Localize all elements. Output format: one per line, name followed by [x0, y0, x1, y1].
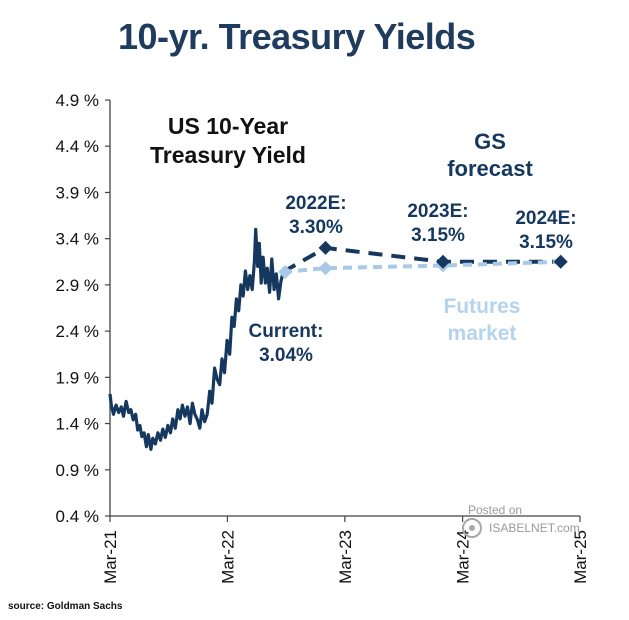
chart-labels: US 10-Year Treasury Yield GS forecast Future…	[150, 113, 577, 366]
gs-point-marker	[435, 254, 450, 269]
y-tick-label: 4.4 %	[56, 137, 99, 156]
x-tick-label: Mar-22	[218, 530, 237, 584]
futures-start-marker	[278, 264, 293, 279]
series-gs-forecast-line	[282, 245, 561, 274]
futures-point-marker	[318, 261, 333, 276]
annotation-2023e-line: 2023E:	[407, 201, 468, 222]
annotation-current-line: 3.04%	[259, 345, 313, 366]
legend-futures-label-line: market	[448, 322, 517, 345]
annotation-2023e: 2023E: 3.15%	[407, 201, 468, 246]
y-tick-label: 1.9 %	[56, 368, 99, 387]
gs-point-marker	[553, 254, 568, 269]
y-tick-label: 3.4 %	[56, 230, 99, 249]
legend-futures-label: Futures market	[443, 295, 520, 345]
isabelnet-logo-icon	[462, 518, 482, 538]
annotation-current: Current: 3.04%	[249, 321, 324, 366]
annotation-2022e-line: 2022E:	[285, 193, 346, 214]
gs-point-marker	[318, 240, 333, 255]
annotation-2022e-line: 3.30%	[289, 217, 343, 238]
annotation-2024e-line: 2024E:	[515, 208, 576, 229]
chart-axes: 0.4 % 0.9 % 1.4 % 1.9 % 2.4 % 2.9 % 3.4 % 3.9 %…	[56, 91, 590, 584]
annotation-2023e-line: 3.15%	[411, 225, 465, 246]
annotation-2024e: 2024E: 3.15%	[515, 208, 576, 253]
y-tick-label: 0.9 %	[56, 461, 99, 480]
y-tick-label: 3.9 %	[56, 183, 99, 202]
x-tick-label: Mar-23	[336, 530, 355, 584]
watermark-posted-text: Posted on	[468, 503, 523, 517]
y-tick-label: 2.9 %	[56, 276, 99, 295]
chart-inner-title: US 10-Year Treasury Yield	[150, 113, 306, 168]
watermark-site-text: ISABELNET.com	[489, 521, 580, 535]
legend-futures-label-line: Futures	[443, 295, 520, 318]
annotation-2022e: 2022E: 3.30%	[285, 193, 346, 238]
y-tick-label: 2.4 %	[56, 322, 99, 341]
y-tick-label: 1.4 %	[56, 415, 99, 434]
legend-gs-forecast-label-line: GS	[474, 129, 506, 154]
annotation-2024e-line: 3.15%	[519, 232, 573, 253]
legend-gs-forecast-label-line: forecast	[447, 156, 533, 181]
y-tick-label: 0.4 %	[56, 507, 99, 526]
page-title: 10-yr. Treasury Yields	[118, 16, 476, 57]
x-tick-label: Mar-21	[101, 530, 120, 584]
source-note: source: Goldman Sachs	[8, 601, 123, 612]
x-tick-label: Mar-24	[454, 530, 473, 584]
chart-inner-title-line: US 10-Year	[168, 113, 288, 139]
legend-gs-forecast-label: GS forecast	[447, 129, 533, 181]
y-tick-label: 4.9 %	[56, 91, 99, 110]
annotation-current-line: Current:	[249, 321, 324, 342]
chart-series	[108, 227, 568, 451]
chart-inner-title-line: Treasury Yield	[150, 142, 306, 168]
x-tick-label: Mar-25	[571, 530, 590, 584]
series-actual-line	[108, 227, 285, 451]
series-futures-line	[282, 259, 561, 274]
